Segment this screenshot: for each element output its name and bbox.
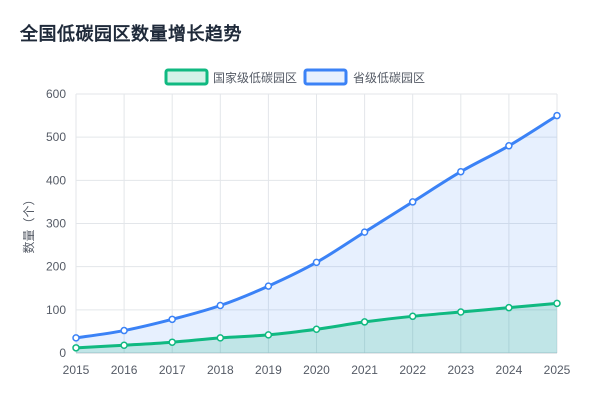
data-point-2: [553, 111, 561, 120]
x-tick-label: 2025: [544, 363, 571, 377]
x-tick-label: 2016: [111, 363, 138, 377]
data-point-2: [408, 198, 417, 206]
data-point-1: [312, 325, 321, 334]
data-point-1: [408, 312, 417, 321]
x-tick-label: 2017: [159, 363, 186, 377]
data-point-1: [216, 334, 225, 342]
data-point-1: [457, 308, 465, 316]
data-point-2: [120, 326, 128, 335]
legend-swatch-2: [303, 68, 348, 86]
series-area-2: [76, 115, 557, 353]
data-point-1: [360, 318, 369, 326]
x-tick-label: 2015: [63, 363, 90, 377]
y-tick-label: 100: [46, 303, 66, 317]
x-tick-label: 2024: [496, 363, 523, 377]
y-tick-label: 400: [46, 173, 66, 187]
y-tick-label: 600: [46, 87, 66, 101]
legend-label-2: 省级低碳园区: [353, 71, 425, 85]
x-tick-label: 2021: [351, 363, 378, 377]
x-tick-label: 2020: [303, 363, 330, 377]
legend-swatch-1: [164, 68, 209, 86]
data-point-1: [72, 344, 80, 352]
x-tick-label: 2018: [207, 363, 234, 377]
data-point-2: [457, 167, 465, 176]
y-tick-label: 200: [46, 260, 66, 274]
legend-label-1: 国家级低碳园区: [213, 70, 297, 85]
data-point-1: [264, 331, 273, 339]
x-tick-label: 2022: [399, 363, 426, 377]
x-tick-label: 2023: [447, 363, 474, 377]
data-point-2: [216, 301, 225, 310]
y-tick-label: 0: [59, 346, 66, 360]
data-point-1: [168, 338, 176, 346]
chart-title: 全国低碳园区数量增长趋势: [20, 24, 242, 45]
data-point-2: [360, 228, 369, 236]
y-tick-label: 300: [46, 217, 66, 231]
data-point-1: [553, 299, 561, 308]
data-point-2: [72, 334, 80, 342]
data-point-2: [168, 315, 176, 324]
data-point-1: [505, 303, 513, 312]
y-tick-label: 500: [46, 130, 66, 144]
data-point-1: [120, 341, 128, 349]
x-tick-label: 2019: [255, 363, 282, 377]
data-point-2: [312, 258, 321, 267]
data-point-2: [264, 282, 273, 290]
y-axis-label: 数量（个）: [21, 193, 36, 253]
data-point-2: [505, 142, 513, 150]
